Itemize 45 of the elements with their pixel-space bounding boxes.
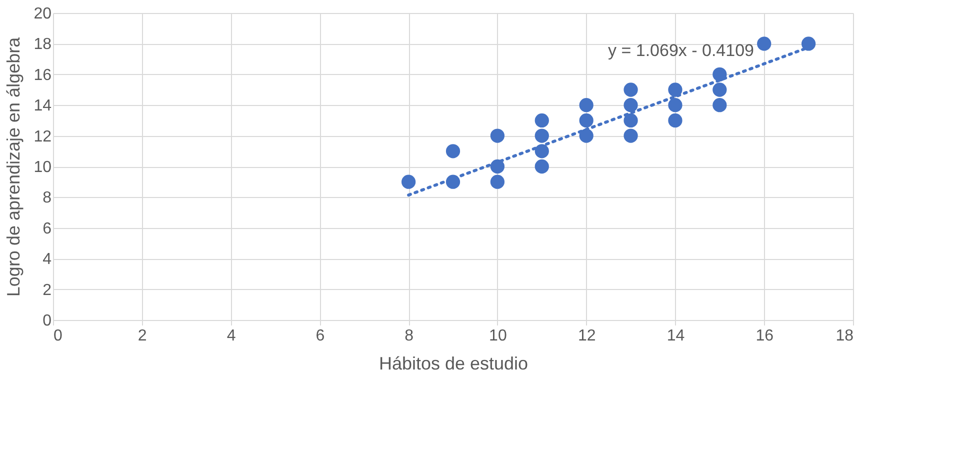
point [446,144,460,158]
y-tick-label: 0 [42,312,52,330]
x-tick-label: 12 [578,328,596,344]
x-tick-label: 16 [756,328,774,344]
y-tick-label: 16 [34,66,52,84]
annotation: y = 1.069x - 0.4109 [608,41,754,60]
point [624,128,638,143]
point [624,113,638,128]
point [801,36,816,51]
point [668,82,682,97]
y-tick-label: 20 [34,6,52,22]
point [712,98,727,112]
x-tick-label: 14 [666,328,685,344]
point [712,82,727,97]
point [534,128,549,143]
x-tick-label: 6 [316,328,325,344]
y-tick-label: 10 [34,159,52,176]
point [579,113,594,128]
point [757,36,772,51]
x-tick-label: 10 [489,328,507,344]
y-tick-label: 14 [34,98,52,115]
point [490,128,505,143]
x-tick-label: 4 [226,328,236,344]
point [579,98,594,112]
point [624,82,638,97]
point [534,113,549,128]
x-tick-label: 2 [138,328,147,344]
y-tick-label: 6 [42,220,52,238]
point [624,98,638,112]
x-tick-label: 8 [404,328,414,344]
y-axis-title: Logro de aprendizaje en álgebra [4,36,24,297]
y-tick-label: 4 [42,251,52,268]
point [668,98,682,112]
y-tick-label: 18 [34,36,52,54]
x-tick-label: 18 [836,328,854,344]
point [668,113,682,128]
point [401,174,416,189]
point [534,159,549,174]
x-axis-title: Hábitos de estudio [378,354,528,374]
x-tick-label: 0 [54,328,62,344]
y-tick-label: 8 [42,190,52,207]
point [579,128,594,143]
y-tick-label: 2 [42,282,52,299]
y-tick-label: 12 [34,128,52,146]
point [490,174,505,189]
